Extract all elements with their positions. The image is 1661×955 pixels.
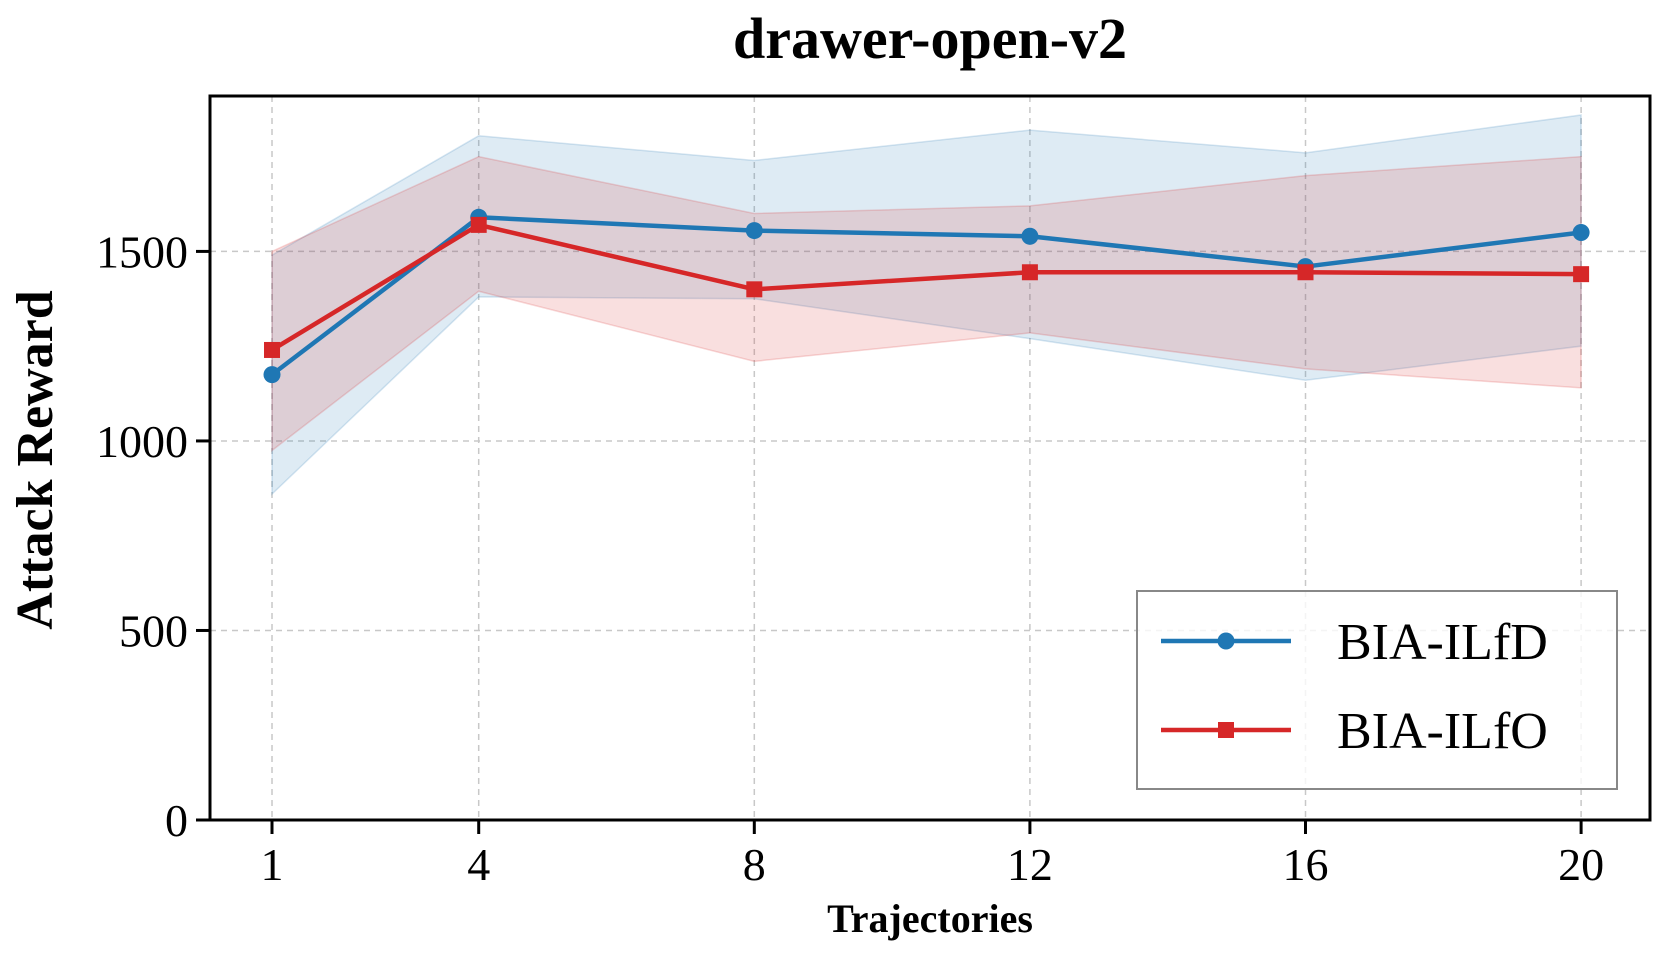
line-bia-ilfo bbox=[270, 222, 1582, 352]
point-bia-ilfo bbox=[264, 341, 281, 358]
point-bia-ilfo bbox=[1021, 264, 1038, 281]
chart-title: drawer-open-v2 bbox=[733, 6, 1127, 71]
point-bia-ilfd bbox=[263, 366, 281, 384]
point-bia-ilfo bbox=[746, 281, 763, 298]
legend-box bbox=[1136, 590, 1618, 790]
legend-label-bia-ilfo: BIA-ILfO bbox=[1337, 703, 1548, 760]
point-bia-ilfo bbox=[1297, 264, 1314, 281]
x-tick-label: 16 bbox=[1283, 839, 1329, 890]
x-tick-label: 4 bbox=[467, 839, 490, 890]
y-tick-label: 1000 bbox=[96, 416, 188, 467]
legend-label-bia-ilfd: BIA-ILfD bbox=[1337, 614, 1548, 671]
point-bia-ilfo bbox=[470, 216, 487, 233]
x-axis-label: Trajectories bbox=[827, 896, 1033, 941]
y-axis-label: Attack Reward bbox=[7, 290, 64, 629]
confidence-bands bbox=[271, 114, 1582, 496]
y-tick-label: 500 bbox=[119, 605, 188, 656]
point-bia-ilfd bbox=[1572, 223, 1590, 241]
point-bia-ilfd bbox=[745, 222, 763, 240]
y-axis-ticks: 0 500 1000 1500 bbox=[96, 226, 210, 846]
point-bia-ilfo bbox=[1573, 266, 1590, 283]
band-bia-ilfo bbox=[271, 155, 1582, 452]
legend-marker-bia-ilfd bbox=[1217, 632, 1235, 650]
y-tick-label: 0 bbox=[165, 795, 188, 846]
x-tick-label: 8 bbox=[743, 839, 766, 890]
legend-marker-bia-ilfo bbox=[1218, 722, 1234, 738]
point-bia-ilfd bbox=[1021, 227, 1039, 245]
band-bia-ilfd bbox=[271, 114, 1582, 496]
x-tick-label: 20 bbox=[1558, 839, 1604, 890]
plot-frame bbox=[208, 94, 1652, 822]
series-markers bbox=[263, 208, 1590, 384]
x-axis-ticks: 1 4 8 12 16 20 bbox=[261, 820, 1604, 890]
x-tick-label: 12 bbox=[1007, 839, 1053, 890]
x-tick-label: 1 bbox=[261, 839, 284, 890]
legend: BIA-ILfD BIA-ILfO bbox=[1136, 590, 1618, 790]
y-tick-label: 1500 bbox=[96, 226, 188, 277]
series-lines bbox=[270, 215, 1582, 377]
